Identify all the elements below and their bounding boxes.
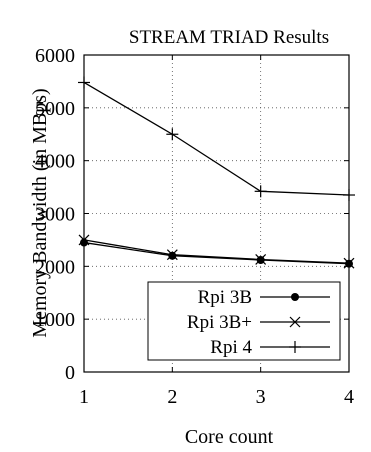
y-axis-label: Memory Bandwidth (in MBps): [29, 88, 51, 337]
legend-marker-rpi-3b-plus-stroke: [289, 316, 301, 328]
x-tick-label: 4: [344, 386, 354, 408]
x-tick-label: 3: [256, 386, 266, 408]
x-tick-label: 2: [167, 386, 177, 408]
legend-marker-rpi-3b: [291, 293, 299, 301]
tick-labels: 0 1000 2000 3000 4000 5000 6000 1 2 3 4: [35, 45, 354, 408]
data-point-rpi-3b: [80, 238, 88, 247]
legend: Rpi 3B Rpi 3B+ Rpi 4: [147, 281, 341, 361]
series-markers: [78, 76, 355, 269]
data-point-rpi-3b-plus-stroke: [78, 234, 90, 246]
x-tick-label: 1: [79, 386, 89, 408]
series-line-rpi-3b-plus: [83, 239, 350, 264]
data-point-rpi-3b-plus: [78, 234, 90, 246]
data-point-rpi-3b-plus: [166, 249, 178, 261]
y-tick-label: 6000: [35, 45, 75, 67]
data-point-rpi-3b-plus: [343, 257, 355, 269]
chart-title: STREAM TRIAD Results: [129, 27, 329, 48]
legend-items: Rpi 3B Rpi 3B+ Rpi 4: [187, 287, 330, 358]
data-point-rpi-4: [343, 189, 355, 202]
data-point-rpi-3b-plus-stroke: [255, 254, 267, 265]
series-lines: [83, 81, 350, 265]
legend-label-rpi-4: Rpi 4: [210, 337, 252, 358]
data-point-rpi-3b: [168, 251, 177, 260]
series-line-rpi-3b: [83, 241, 350, 265]
y-tick-label: 4000: [35, 151, 75, 173]
legend-label-rpi-3b: Rpi 3B: [198, 287, 252, 308]
y-tick-label: 2000: [35, 256, 75, 278]
legend-label-rpi-3b-plus: Rpi 3B+: [187, 312, 252, 333]
y-tick-label: 5000: [35, 98, 75, 120]
data-point-rpi-4: [78, 76, 90, 89]
data-point-rpi-3b-plus-stroke: [343, 257, 355, 269]
data-point-rpi-3b-plus-stroke: [166, 249, 178, 261]
data-point-rpi-4: [166, 128, 179, 141]
legend-marker-rpi-4: [289, 341, 301, 353]
x-axis-label: Core count: [185, 426, 274, 448]
legend-marker-rpi-3b-plus: [289, 316, 301, 328]
data-point-rpi-3b-plus: [255, 254, 267, 265]
y-tick-label: 0: [65, 362, 75, 384]
y-tick-label: 1000: [35, 309, 75, 331]
series-line-rpi-4: [83, 81, 350, 196]
data-point-rpi-4: [254, 185, 267, 198]
y-tick-label: 3000: [35, 204, 75, 226]
